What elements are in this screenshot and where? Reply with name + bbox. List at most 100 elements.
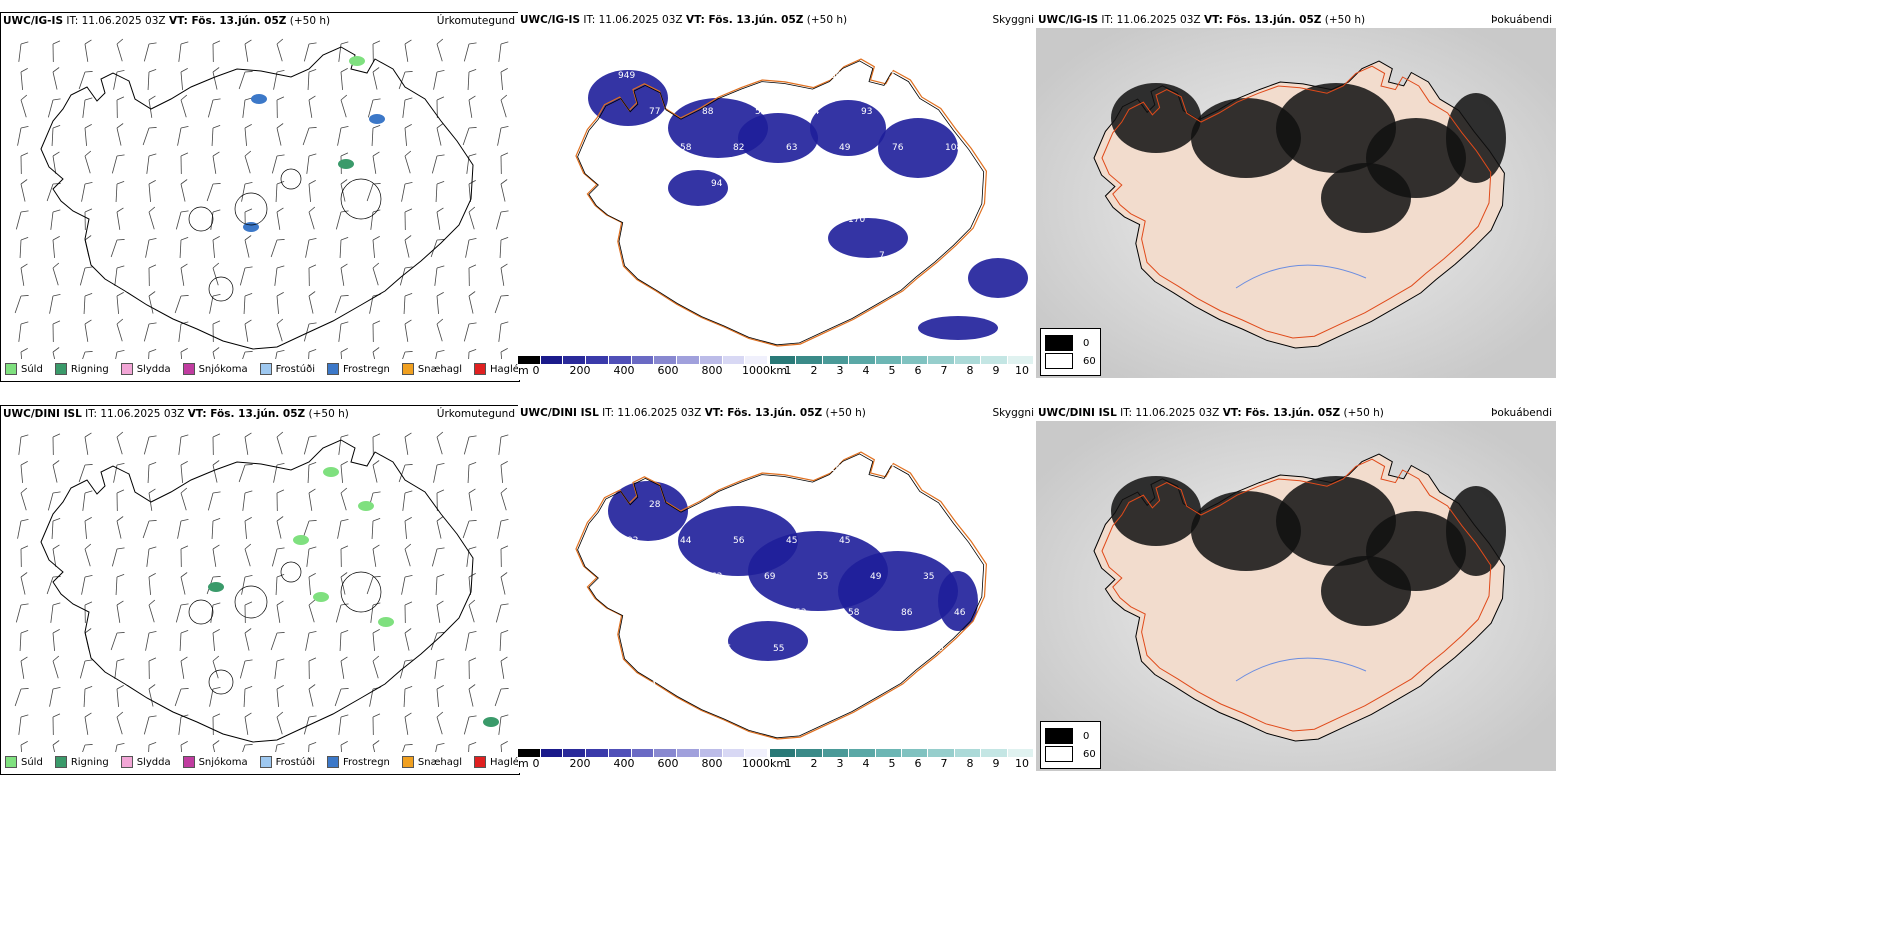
legend-swatch <box>5 756 17 768</box>
cloud-area <box>738 113 818 163</box>
wind-barb <box>244 124 252 146</box>
cloud-map[interactable]: 74 66 97 105 104 72 57 28 49 59 56 59 60 92 44 56 45 45 50… <box>518 421 1036 751</box>
cloud-base-label: 76 <box>892 143 904 153</box>
wind-barb <box>49 293 61 314</box>
wind-barb <box>431 547 445 567</box>
glacier-outline <box>280 168 302 190</box>
wind-barb <box>116 96 125 119</box>
colorbar-tick: 7 <box>940 364 948 377</box>
wind-barb <box>244 150 252 174</box>
wind-barb <box>52 40 61 63</box>
wind-barb <box>212 67 220 90</box>
precip-map[interactable] <box>1 422 519 752</box>
fog-area <box>1446 93 1506 183</box>
wind-barb <box>20 545 29 568</box>
precip-cell <box>483 717 499 727</box>
wind-barb <box>500 94 508 118</box>
wind-barb <box>20 572 28 595</box>
wind-barb <box>210 209 221 230</box>
wind-barb <box>436 431 444 455</box>
wind-barb <box>212 655 220 679</box>
wind-barb <box>239 659 253 679</box>
cloud-map[interactable]: 949 93 91 72 60 62 62 77 88 52 64 93 52 69 58 82 63 49 76 1… <box>518 28 1036 358</box>
wind-barb <box>436 96 445 119</box>
legend-label: Snæhagl <box>417 363 463 375</box>
panel-title: UWC/IG-IS IT: 11.06.2025 03Z VT: Fös. 13… <box>1038 14 1366 26</box>
colorbar-cell <box>1007 749 1035 757</box>
glacier-outline <box>234 585 268 619</box>
precip-panel-top: UWC/IG-IS IT: 11.06.2025 03Z VT: Fös. 13… <box>0 12 520 382</box>
wind-barb <box>113 742 125 752</box>
wind-barb <box>495 603 509 623</box>
cloud-base-label: 77 <box>649 107 660 117</box>
wind-barb <box>276 489 285 512</box>
cloud-base-label: 104 <box>830 464 847 474</box>
wind-barb <box>116 685 124 707</box>
precip-cell <box>208 582 224 592</box>
wind-barb <box>244 517 252 539</box>
wind-barb <box>270 632 285 651</box>
colorbar-cell <box>902 749 929 757</box>
wind-barb <box>116 516 124 539</box>
precip-blobs <box>208 467 499 727</box>
wind-barb <box>497 518 509 539</box>
wind-barb <box>404 150 412 174</box>
colorbar-cell <box>540 749 564 757</box>
colorbar-cell <box>677 749 700 757</box>
colorbar-tick: 7 <box>940 757 948 770</box>
wind-barb <box>148 180 156 202</box>
wind-barb <box>372 236 380 258</box>
panel-title: UWC/DINI ISL IT: 11.06.2025 03Z VT: Fös.… <box>1038 407 1384 419</box>
colorbar-cell <box>518 356 541 364</box>
wind-barb <box>307 68 317 90</box>
wind-barb <box>111 547 125 567</box>
fog-map[interactable] <box>1036 421 1556 771</box>
cloud-base-label: 179 <box>795 215 812 225</box>
fog-map[interactable] <box>1036 28 1556 378</box>
cloud-base-label: 94 <box>711 179 723 189</box>
legend-swatch <box>120 363 133 375</box>
wind-barb <box>463 715 477 735</box>
wind-barb <box>340 68 348 90</box>
colorbar-cell <box>654 356 678 364</box>
wind-barb <box>308 291 316 314</box>
cloud-base-label: 49 <box>702 500 714 510</box>
wind-barb <box>276 96 285 119</box>
colorbar-cell <box>586 749 609 757</box>
wind-barb <box>212 320 221 343</box>
wind-barb <box>500 461 508 483</box>
legend-item: Snjókoma <box>182 363 248 375</box>
wind-barb <box>275 180 285 202</box>
wind-barb <box>116 600 124 623</box>
wind-barb <box>274 658 285 679</box>
cloud-base-label: 72 <box>883 464 894 474</box>
wind-barb <box>302 127 317 146</box>
cloud-base-label: 91 <box>764 179 775 189</box>
wind-barb <box>143 435 157 455</box>
wind-barb <box>18 321 29 342</box>
fog-legend: 0 60 <box>1040 328 1101 376</box>
wind-barb <box>468 291 476 314</box>
wind-barb <box>372 655 380 679</box>
wind-barb <box>52 655 60 679</box>
wind-barb <box>116 207 124 230</box>
wind-barb <box>466 546 477 567</box>
precip-map[interactable] <box>1 29 519 359</box>
wind-barb <box>398 71 413 90</box>
wind-barb <box>238 351 253 359</box>
wind-barb <box>436 318 444 342</box>
colorbar-cell <box>608 749 632 757</box>
wind-barb <box>307 461 317 483</box>
wind-barb <box>468 657 477 680</box>
wind-barb <box>18 714 29 735</box>
colorbar-cell <box>796 356 823 364</box>
colorbar-tick: 8 <box>966 757 974 770</box>
precip-cell <box>323 467 339 477</box>
wind-barb <box>84 517 92 539</box>
wind-barb <box>308 180 316 202</box>
wind-barb <box>303 42 317 62</box>
wind-barb <box>270 239 285 258</box>
wind-barb <box>115 180 125 202</box>
wind-barb <box>180 545 189 568</box>
colorbar-m: m 0 200 400 600 800 1000 <box>518 749 770 771</box>
